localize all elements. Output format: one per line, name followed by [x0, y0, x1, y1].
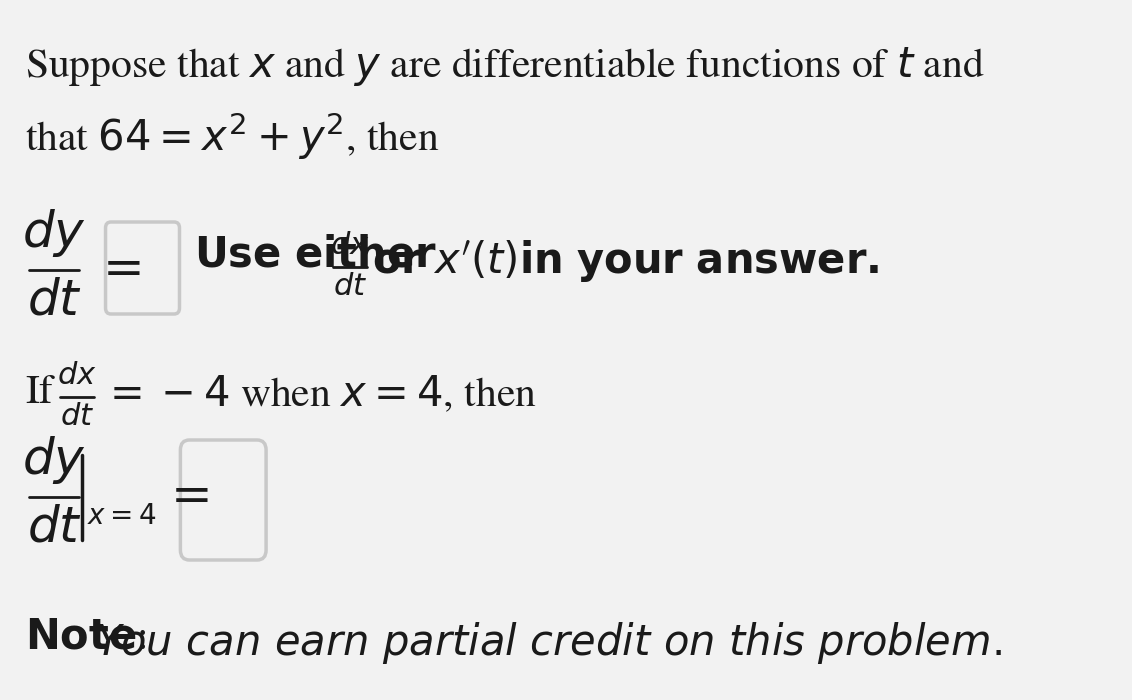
- Text: $dt$: $dt$: [60, 404, 94, 431]
- Text: If: If: [25, 375, 53, 412]
- FancyBboxPatch shape: [180, 440, 266, 560]
- Text: Suppose that $x$ and $y$ are differentiable functions of $t$ and: Suppose that $x$ and $y$ are differentia…: [25, 45, 985, 88]
- Text: $\mathbf{Note}$:: $\mathbf{Note}$:: [25, 620, 151, 657]
- Text: $dx$: $dx$: [331, 232, 370, 260]
- Text: $dt$: $dt$: [27, 281, 82, 325]
- Text: $dy$: $dy$: [23, 207, 86, 259]
- Text: $dt$: $dt$: [333, 274, 367, 302]
- FancyBboxPatch shape: [105, 222, 180, 314]
- Text: that $64 = x^2 + y^2$, then: that $64 = x^2 + y^2$, then: [25, 110, 439, 162]
- Text: $dx$: $dx$: [57, 363, 96, 391]
- Text: $dy$: $dy$: [23, 434, 86, 486]
- Text: $=$: $=$: [93, 247, 142, 293]
- Text: $\it{You\ can\ earn\ partial\ credit\ on\ this\ problem.}$: $\it{You\ can\ earn\ partial\ credit\ on…: [95, 620, 1002, 666]
- Text: $\mathbf{Use\ either}$: $\mathbf{Use\ either}$: [194, 238, 437, 275]
- Text: $=$: $=$: [161, 475, 208, 519]
- Text: $dt$: $dt$: [27, 508, 82, 552]
- Text: $x=4$: $x=4$: [87, 505, 157, 530]
- Text: $\mathbf{or}\ x'(t)\mathbf{in\ your\ answer.}$: $\mathbf{or}\ x'(t)\mathbf{in\ your\ ans…: [371, 238, 878, 284]
- Text: $= -4$ when $x = 4$, then: $= -4$ when $x = 4$, then: [101, 375, 537, 416]
